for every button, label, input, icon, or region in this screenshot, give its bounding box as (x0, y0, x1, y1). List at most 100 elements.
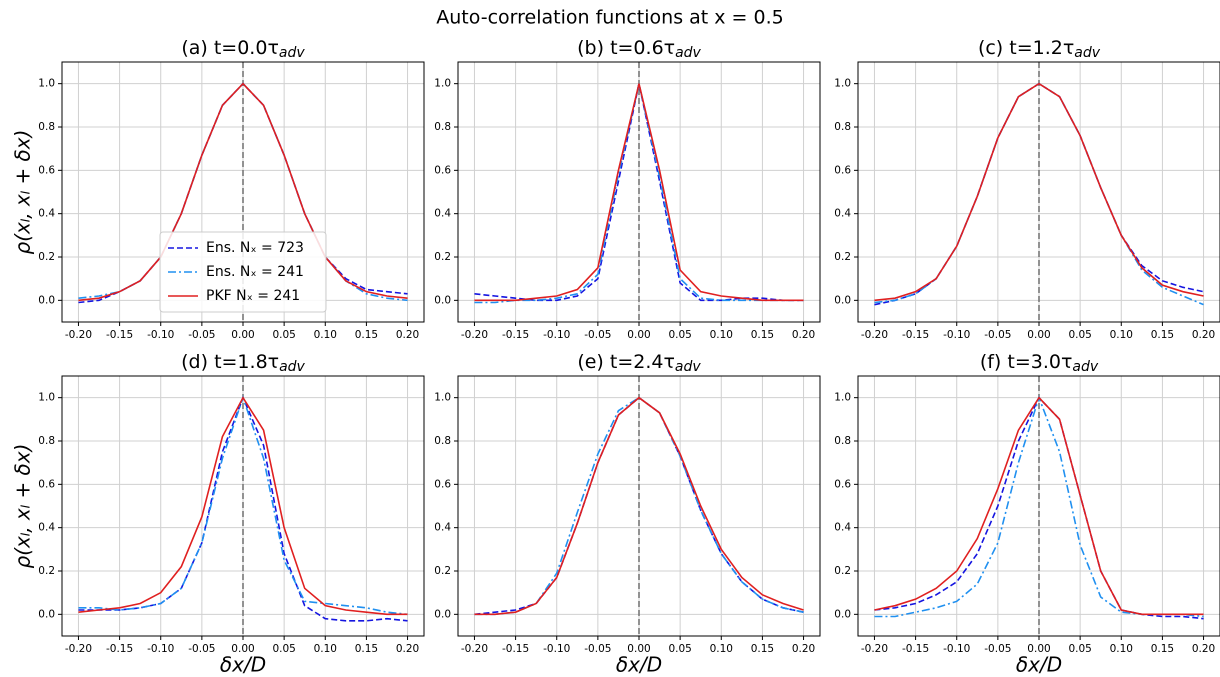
x-axis-label: δx/D (220, 653, 266, 677)
series-line (474, 83, 804, 302)
x-tick-label: -0.15 (106, 643, 133, 655)
x-tick-label: 0.10 (314, 329, 337, 341)
x-tick-label: 0.10 (1110, 643, 1133, 655)
y-tick-label: 0.6 (434, 478, 451, 490)
y-tick-label: 0.8 (38, 435, 55, 447)
x-tick-label: 0.15 (1151, 643, 1174, 655)
panel-title: (d) t=1.8τadv (181, 351, 305, 376)
x-tick-label: -0.10 (147, 643, 174, 655)
x-tick-label: 0.05 (272, 329, 295, 341)
x-tick-label: 0.00 (1027, 329, 1050, 341)
title-main: (e) t=2.4τ (577, 351, 675, 373)
title-sub: adv (1072, 359, 1098, 375)
y-tick-label: 0.4 (38, 208, 55, 220)
y-tick-label: 0.4 (38, 522, 55, 534)
x-tick-label: -0.15 (502, 643, 529, 655)
y-tick-label: 0.4 (434, 208, 451, 220)
x-tick-label: -0.15 (502, 329, 529, 341)
y-tick-label: 0.0 (38, 608, 55, 620)
x-tick-label: 0.10 (710, 643, 733, 655)
y-tick-label: 0.2 (38, 565, 55, 577)
y-tick-label: 0.2 (834, 565, 851, 577)
x-tick-label: -0.10 (147, 329, 174, 341)
title-sub: adv (1074, 45, 1100, 61)
x-tick-label: 0.20 (1192, 329, 1215, 341)
y-tick-label: 1.0 (38, 392, 55, 404)
x-tick-label: -0.20 (65, 329, 92, 341)
x-tick-label: 0.05 (668, 643, 691, 655)
x-tick-label: 0.05 (272, 643, 295, 655)
y-tick-label: 0.2 (38, 251, 55, 263)
x-tick-label: 0.15 (355, 329, 378, 341)
y-tick-label: 0.0 (434, 294, 451, 306)
plot-frame (857, 375, 1220, 637)
y-tick-label: 0.6 (834, 478, 851, 490)
title-main: (a) t=0.0τ (181, 37, 279, 59)
title-sub: adv (279, 45, 305, 61)
y-tick-label: 1.0 (38, 78, 55, 90)
x-tick-label: 0.10 (1110, 329, 1133, 341)
x-tick-label: 0.20 (1192, 643, 1215, 655)
x-tick-label: 0.00 (1027, 643, 1050, 655)
panel-title: (a) t=0.0τadv (181, 37, 305, 62)
suptitle: Auto-correlation functions at x = 0.5 (436, 7, 783, 29)
series-line (78, 82, 408, 302)
x-tick-label: 0.15 (751, 643, 774, 655)
y-tick-label: 0.0 (434, 608, 451, 620)
x-tick-label: 0.10 (710, 329, 733, 341)
y-tick-label: 0.2 (434, 251, 451, 263)
x-tick-label: -0.05 (584, 643, 611, 655)
title-main: (b) t=0.6τ (577, 37, 675, 59)
x-tick-label: -0.20 (461, 643, 488, 655)
x-tick-label: 0.20 (396, 643, 419, 655)
x-tick-label: 0.15 (1151, 329, 1174, 341)
title-sub: adv (675, 359, 701, 375)
x-tick-label: -0.20 (65, 643, 92, 655)
y-tick-label: 0.6 (834, 164, 851, 176)
panel-title: (b) t=0.6τadv (577, 37, 701, 62)
x-tick-label: 0.15 (355, 643, 378, 655)
plot-frame (61, 375, 425, 637)
y-tick-label: 0.4 (434, 522, 451, 534)
legend-box (159, 231, 327, 313)
y-tick-label: 0.6 (38, 478, 55, 490)
panel-title: (e) t=2.4τadv (577, 351, 701, 376)
y-tick-label: 1.0 (834, 392, 851, 404)
y-axis-label: ρ(xₗ, xₗ + δx) (11, 444, 35, 569)
x-tick-label: -0.05 (984, 643, 1011, 655)
plot-frame (857, 61, 1220, 323)
x-tick-label: 0.00 (231, 329, 254, 341)
x-tick-label: 0.00 (231, 643, 254, 655)
series-line (474, 396, 804, 616)
title-main: (d) t=1.8τ (181, 351, 279, 373)
y-tick-label: 0.0 (834, 608, 851, 620)
y-tick-label: 0.8 (834, 121, 851, 133)
y-tick-label: 0.6 (38, 164, 55, 176)
x-tick-label: -0.10 (943, 643, 970, 655)
x-tick-label: 0.05 (1068, 643, 1091, 655)
y-tick-label: 1.0 (834, 78, 851, 90)
y-tick-label: 0.0 (834, 294, 851, 306)
x-tick-label: -0.05 (188, 329, 215, 341)
x-tick-label: -0.15 (902, 643, 929, 655)
y-tick-label: 0.0 (38, 294, 55, 306)
y-tick-label: 0.2 (434, 565, 451, 577)
series-line (874, 82, 1204, 302)
x-tick-label: -0.20 (861, 329, 888, 341)
y-tick-label: 0.8 (834, 435, 851, 447)
y-tick-label: 0.8 (434, 121, 451, 133)
x-tick-label: -0.05 (984, 329, 1011, 341)
x-tick-label: 0.20 (792, 643, 815, 655)
y-tick-label: 0.2 (834, 251, 851, 263)
x-axis-label: δx/D (616, 653, 662, 677)
x-tick-label: -0.10 (943, 329, 970, 341)
plot-frame (457, 375, 821, 637)
x-tick-label: -0.20 (461, 329, 488, 341)
legend-label: Ens. Nₓ = 723 (206, 240, 304, 256)
title-main: (f) t=3.0τ (980, 351, 1073, 373)
plot-frame (457, 61, 821, 323)
x-tick-label: -0.20 (861, 643, 888, 655)
x-tick-label: -0.05 (584, 329, 611, 341)
x-tick-label: 0.20 (396, 329, 419, 341)
